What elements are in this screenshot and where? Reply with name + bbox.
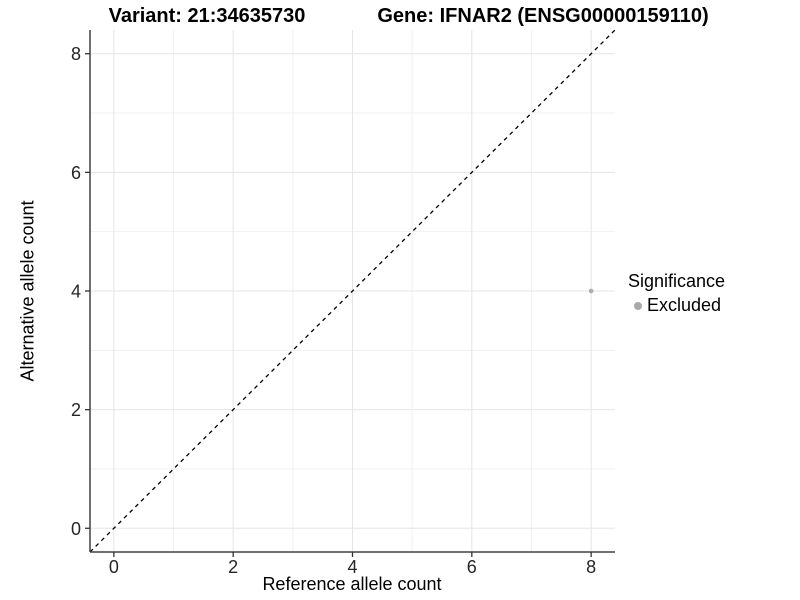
y-tick-label: 4 [71,282,81,302]
variant-title: Variant: 21:34635730 [108,5,306,27]
y-tick-label: 2 [71,400,81,420]
y-tick-label: 6 [71,163,81,183]
x-axis-title: Reference allele count [262,574,442,594]
legend-item-label: Excluded [647,295,722,315]
legend-item-excluded: Excluded [634,295,725,316]
y-tick-label: 0 [71,519,81,539]
x-tick-label: 6 [467,557,477,577]
legend-title: Significance [628,271,726,291]
x-tick-label: 4 [347,557,357,577]
identity-line [89,29,616,553]
y-tick-label: 8 [71,44,81,64]
gene-title: Gene: IFNAR2 (ENSG00000159110) [377,5,709,27]
x-tick-label: 2 [228,557,238,577]
x-tick-label: 8 [586,557,596,577]
legend-point-icon [634,301,642,310]
y-axis-title: Alternative allele count [17,200,38,382]
x-tick-label: 0 [109,557,119,577]
legend: Significance Excluded [628,271,725,316]
data-point [588,288,594,294]
